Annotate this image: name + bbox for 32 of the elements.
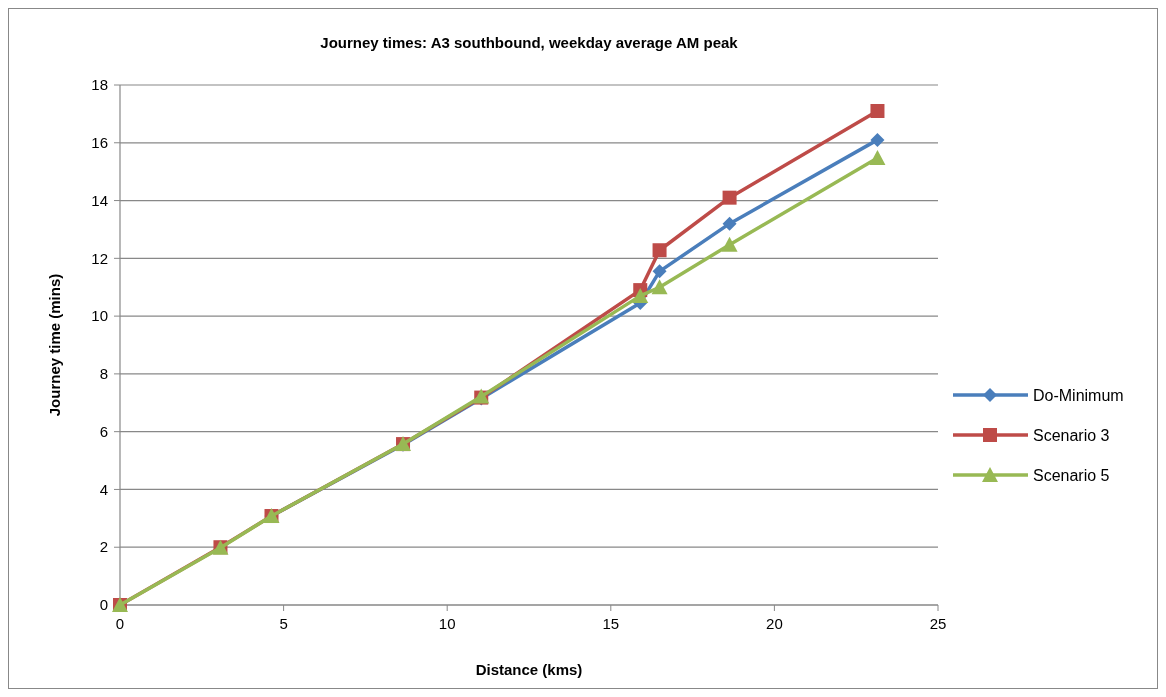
point — [652, 264, 667, 279]
x-tick-label: 10 — [438, 615, 456, 632]
y-tick-label: 12 — [91, 249, 108, 267]
y-tick-label: 16 — [91, 134, 108, 152]
point — [870, 104, 885, 118]
legend-label: Scenario 5 — [1033, 466, 1110, 484]
point — [870, 132, 885, 147]
y-tick-label: 4 — [99, 480, 108, 498]
x-tick-label: 25 — [929, 615, 947, 632]
y-tick-label: 2 — [99, 538, 108, 556]
point — [651, 279, 668, 295]
y-tick-label: 6 — [99, 422, 108, 440]
x-tick-label: 5 — [279, 615, 288, 632]
x-tick-label: 20 — [766, 615, 783, 632]
y-tick-label: 18 — [91, 76, 108, 94]
y-tick-label: 8 — [99, 365, 108, 383]
x-tick-label: 0 — [115, 615, 125, 632]
legend-label: Scenario 3 — [1033, 426, 1110, 444]
point — [869, 150, 886, 166]
y-tick-label: 0 — [99, 596, 108, 614]
point — [632, 287, 649, 303]
legend-label: Do-Minimum — [1033, 386, 1124, 404]
y-tick-label: 14 — [91, 191, 108, 209]
chart-title: Journey times: A3 southbound, weekday average AM peak — [320, 34, 739, 51]
point — [721, 236, 738, 252]
x-tick-label: 15 — [602, 615, 620, 632]
point — [722, 216, 737, 231]
x-axis-title: Distance (kms) — [475, 661, 583, 678]
y-axis-title: Journey time (mins) — [46, 273, 63, 417]
point — [652, 243, 667, 258]
point — [722, 190, 737, 205]
y-tick-label: 10 — [91, 307, 108, 325]
